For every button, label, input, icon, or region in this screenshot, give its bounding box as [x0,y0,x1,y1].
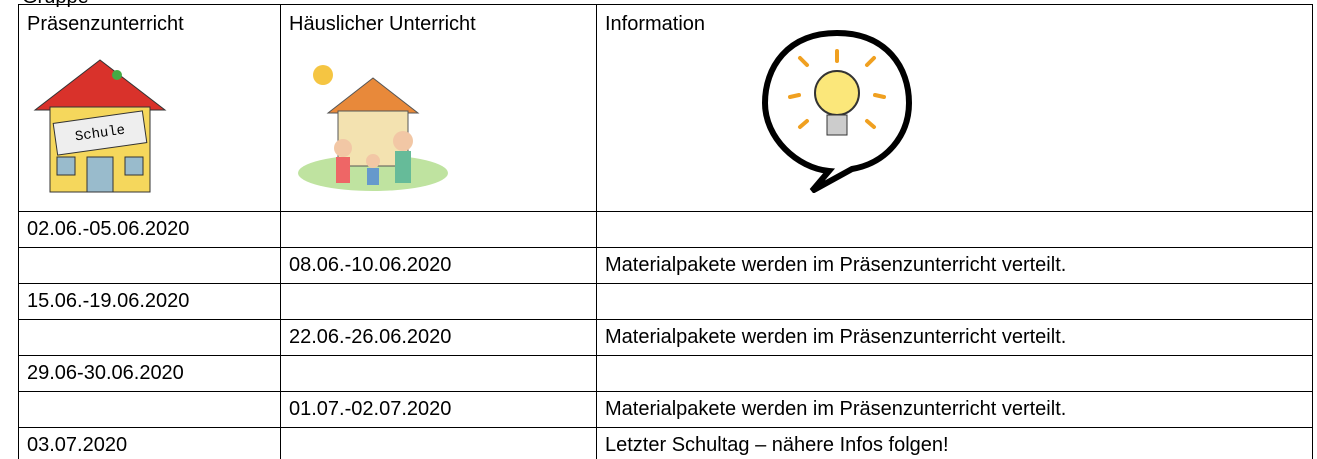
home-icon [298,65,448,191]
table-row: 22.06.-26.06.2020 Materialpakete werden i… [18,319,1313,356]
table-cell [280,427,597,459]
header-cell: Häuslicher Unterricht [280,4,597,212]
table-row: 29.06-30.06.2020 [18,355,1313,392]
table-row: 01.07.-02.07.2020 Materialpakete werden i… [18,391,1313,428]
header-text: Präsenzunterricht [27,13,184,35]
table-cell [280,355,597,392]
table-cell: Materialpakete werden im Präsenzunterric… [596,247,1313,284]
header-row: Präsenzunterricht Schule Häuslicher Unte… [18,4,1313,212]
header-cell: Information [596,4,1313,212]
table-cell: Letzter Schultag – nähere Infos folgen! [596,427,1313,459]
table-body: 02.06.-05.06.2020 08.06.-10.06.2020 Materi… [18,211,1313,459]
table-cell [280,283,597,320]
table-row: 03.07.2020 Letzter Schultag – nähere Info… [18,427,1313,459]
table-cell [596,211,1313,248]
table-cell: 01.07.-02.07.2020 [280,391,597,428]
table-cell: 29.06-30.06.2020 [18,355,281,392]
table-cell: 22.06.-26.06.2020 [280,319,597,356]
table-cell [18,247,281,284]
header-text: Information [605,13,706,35]
table-cell [596,283,1313,320]
svg-text:Schule: Schule [74,123,126,146]
table-cell [596,355,1313,392]
table-row: 08.06.-10.06.2020 Materialpakete werden i… [18,247,1313,284]
table-cell: 03.07.2020 [18,427,281,459]
schedule-table: Präsenzunterricht Schule Häuslicher Unte… [18,4,1313,459]
table-cell: Materialpakete werden im Präsenzunterric… [596,391,1313,428]
lightbulb-icon [761,29,913,193]
table-cell [18,391,281,428]
table-row: 15.06.-19.06.2020 [18,283,1313,320]
table-cell: 08.06.-10.06.2020 [280,247,597,284]
table-cell [18,319,281,356]
table-row: 02.06.-05.06.2020 [18,211,1313,248]
header-cell: Präsenzunterricht Schule [18,4,281,212]
table-cell [280,211,597,248]
table-cell: 15.06.-19.06.2020 [18,283,281,320]
table-cell: Materialpakete werden im Präsenzunterric… [596,319,1313,356]
header-text: Häuslicher Unterricht [289,13,476,35]
school-icon: Schule [33,59,167,193]
table-cell: 02.06.-05.06.2020 [18,211,281,248]
